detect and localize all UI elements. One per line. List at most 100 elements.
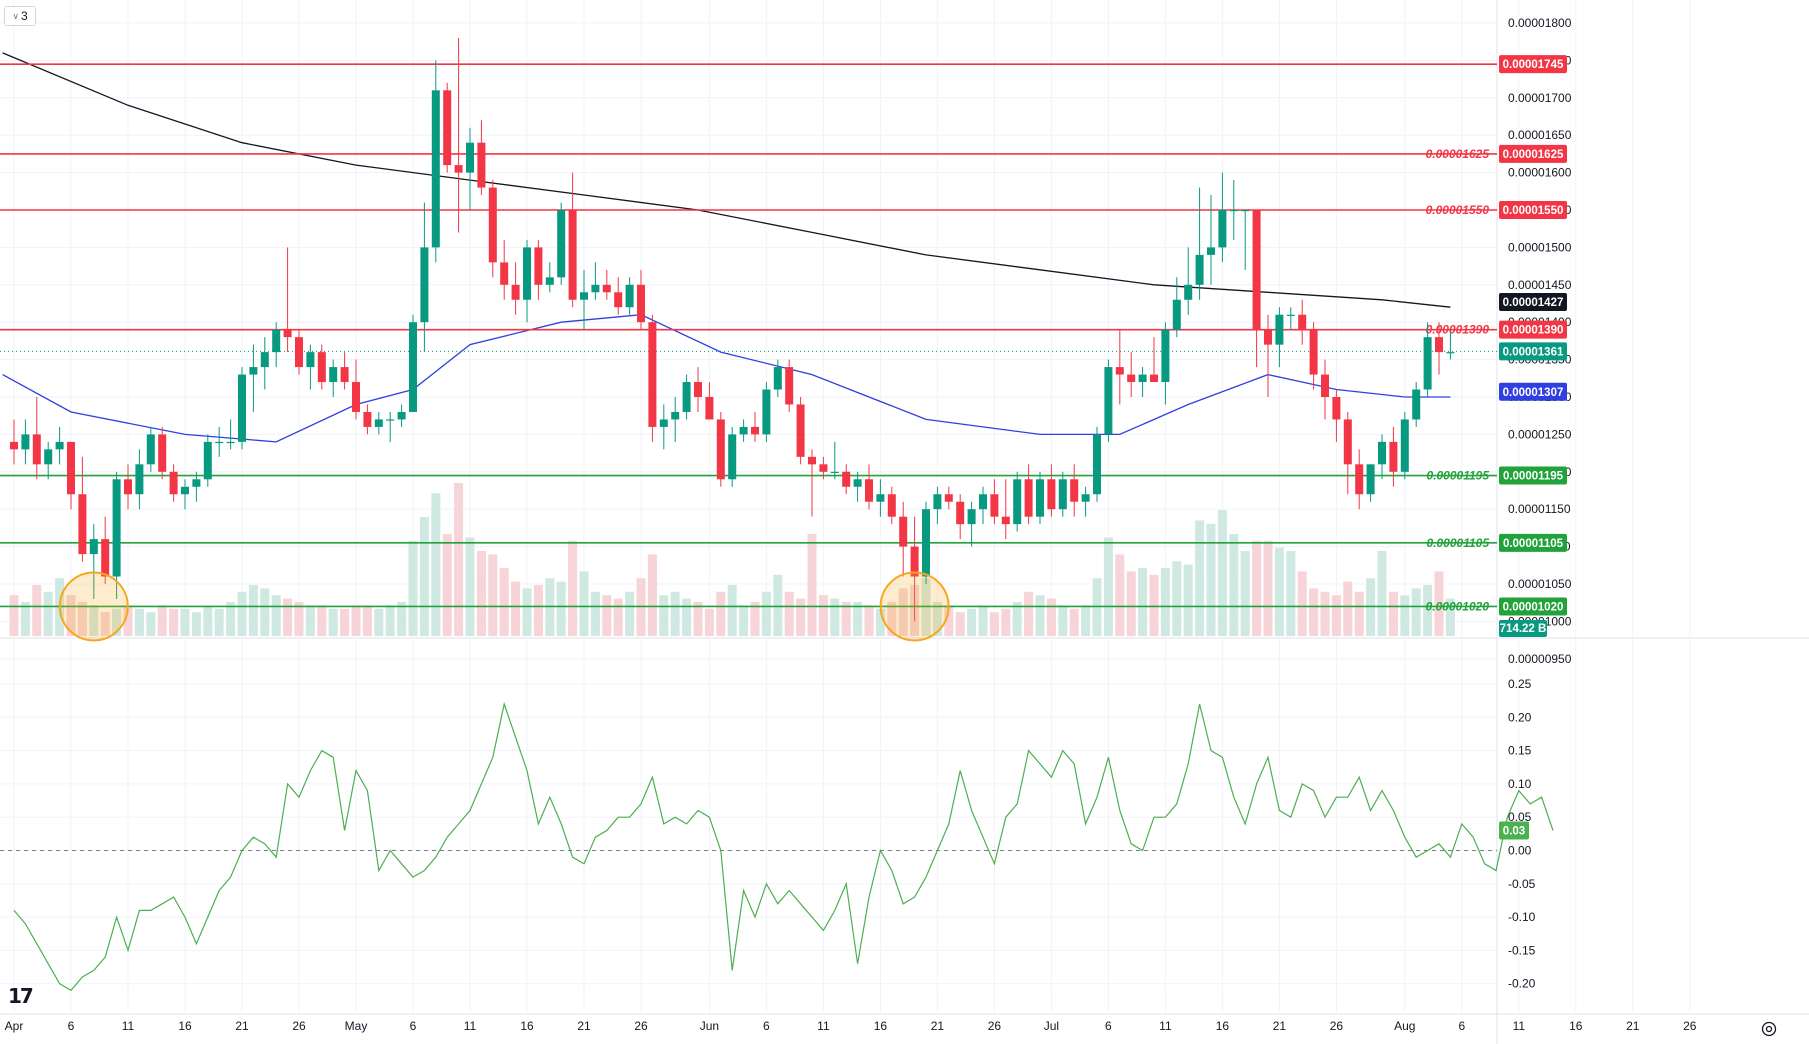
candle-body[interactable]: [842, 471, 851, 487]
candle-body[interactable]: [55, 441, 64, 450]
candle-body[interactable]: [523, 247, 531, 300]
candle-body[interactable]: [181, 486, 189, 495]
candle-body[interactable]: [1081, 494, 1090, 502]
candle-body[interactable]: [89, 539, 98, 555]
main-pane[interactable]: [0, 0, 1497, 636]
candle-body[interactable]: [1378, 441, 1386, 465]
candle-body[interactable]: [146, 434, 155, 465]
candle-body[interactable]: [454, 165, 463, 173]
candle-body[interactable]: [944, 494, 953, 502]
candle-body[interactable]: [272, 329, 281, 353]
candle-body[interactable]: [32, 434, 41, 465]
candle-body[interactable]: [1172, 299, 1181, 330]
candle-body[interactable]: [500, 262, 509, 285]
candle-body[interactable]: [1001, 516, 1010, 525]
indicator-legend-toggle[interactable]: ∨ 3: [4, 6, 36, 26]
candle-body[interactable]: [215, 441, 224, 444]
candle-body[interactable]: [44, 449, 53, 465]
candle-body[interactable]: [1150, 374, 1158, 383]
candle-body[interactable]: [580, 292, 588, 300]
candle-body[interactable]: [602, 284, 611, 293]
candle-body[interactable]: [226, 441, 235, 444]
candle-body[interactable]: [648, 322, 657, 427]
candle-body[interactable]: [1412, 389, 1421, 420]
candle-body[interactable]: [1286, 314, 1295, 316]
candle-body[interactable]: [21, 434, 30, 450]
candle-body[interactable]: [1024, 479, 1033, 517]
candle-body[interactable]: [922, 509, 930, 577]
candle-body[interactable]: [830, 471, 839, 473]
candle-body[interactable]: [933, 494, 942, 510]
candle-body[interactable]: [1218, 210, 1227, 248]
candle-body[interactable]: [317, 352, 326, 383]
candle-body[interactable]: [751, 426, 759, 435]
candle-body[interactable]: [637, 284, 645, 323]
candle-body[interactable]: [796, 404, 805, 457]
candle-body[interactable]: [203, 441, 212, 480]
candle-body[interactable]: [1184, 284, 1193, 300]
candle-body[interactable]: [705, 397, 714, 420]
candle-body[interactable]: [488, 187, 497, 263]
candle-body[interactable]: [979, 494, 987, 510]
candle-body[interactable]: [1013, 479, 1022, 525]
candle-body[interactable]: [865, 479, 873, 502]
candle-body[interactable]: [443, 90, 452, 166]
candle-body[interactable]: [1229, 210, 1238, 212]
candle-body[interactable]: [785, 367, 794, 405]
candle-body[interactable]: [534, 247, 543, 285]
candle-body[interactable]: [420, 247, 429, 323]
candle-body[interactable]: [283, 329, 292, 338]
candle-body[interactable]: [625, 284, 634, 308]
candle-body[interactable]: [1195, 254, 1204, 285]
candle-body[interactable]: [397, 411, 406, 420]
candle-body[interactable]: [887, 494, 896, 517]
candle-body[interactable]: [511, 284, 520, 300]
candle-body[interactable]: [1389, 441, 1398, 472]
candle-body[interactable]: [545, 277, 554, 285]
tradingview-logo-icon[interactable]: 17: [8, 984, 34, 1008]
candle-body[interactable]: [112, 479, 121, 577]
candle-body[interactable]: [1115, 367, 1124, 375]
candle-body[interactable]: [1104, 367, 1113, 435]
candle-body[interactable]: [260, 352, 269, 368]
candle-body[interactable]: [1127, 374, 1136, 383]
candle-body[interactable]: [819, 464, 828, 472]
candle-body[interactable]: [1138, 374, 1147, 383]
candle-body[interactable]: [1321, 374, 1329, 397]
candle-body[interactable]: [409, 322, 417, 412]
candle-body[interactable]: [1070, 479, 1079, 502]
candle-body[interactable]: [374, 419, 383, 427]
candle-body[interactable]: [249, 367, 258, 375]
candle-body[interactable]: [1355, 464, 1364, 495]
candle-body[interactable]: [557, 210, 566, 278]
candle-body[interactable]: [956, 501, 965, 525]
settings-gear-icon[interactable]: [1760, 1020, 1778, 1038]
candle-body[interactable]: [614, 292, 623, 308]
candle-body[interactable]: [739, 426, 748, 435]
candle-body[interactable]: [238, 374, 246, 442]
candle-body[interactable]: [773, 367, 782, 390]
candle-body[interactable]: [1298, 314, 1307, 330]
candle-body[interactable]: [1241, 210, 1250, 212]
candle-body[interactable]: [1343, 419, 1352, 465]
candle-body[interactable]: [1252, 210, 1261, 330]
candle-body[interactable]: [967, 509, 976, 525]
candle-body[interactable]: [352, 382, 360, 412]
candle-body[interactable]: [1264, 329, 1272, 345]
candle-body[interactable]: [477, 142, 486, 188]
candle-body[interactable]: [853, 479, 862, 487]
candle-body[interactable]: [1435, 337, 1443, 353]
candle-body[interactable]: [340, 367, 349, 383]
candle-body[interactable]: [386, 419, 395, 421]
candle-body[interactable]: [591, 284, 600, 293]
candle-body[interactable]: [762, 389, 771, 435]
candle-body[interactable]: [1047, 479, 1056, 510]
candle-body[interactable]: [682, 382, 691, 412]
candle-body[interactable]: [568, 210, 577, 300]
candle-body[interactable]: [1058, 479, 1067, 510]
candle-body[interactable]: [10, 441, 18, 450]
candle-body[interactable]: [716, 419, 725, 480]
candle-body[interactable]: [1400, 419, 1409, 472]
candle-body[interactable]: [306, 352, 315, 368]
candle-body[interactable]: [1161, 329, 1170, 383]
